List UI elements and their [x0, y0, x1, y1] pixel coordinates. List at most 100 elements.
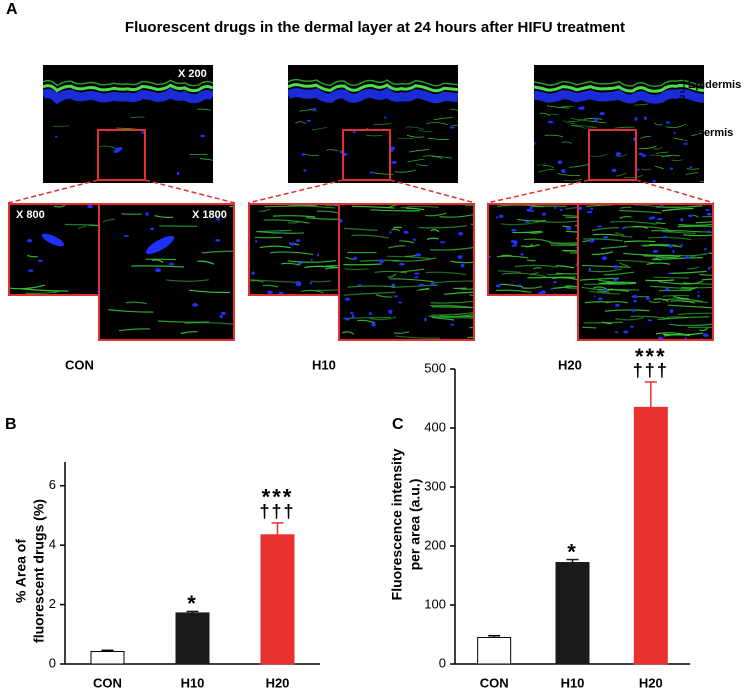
fiber	[514, 264, 558, 268]
nucleus	[547, 120, 554, 124]
fiber	[616, 234, 633, 238]
y-tick-label: 300	[424, 478, 446, 493]
fiber	[389, 278, 434, 283]
roi-box	[342, 129, 391, 181]
y-tick-label: 2	[49, 596, 56, 611]
tile-border	[98, 203, 235, 341]
nucleus	[306, 119, 311, 122]
nucleus	[593, 117, 598, 122]
fiber	[699, 327, 709, 332]
tile	[577, 203, 714, 341]
fiber	[431, 280, 475, 284]
fiber	[640, 243, 677, 247]
nucleus	[255, 240, 258, 243]
fiber	[671, 159, 684, 161]
nucleus	[192, 303, 198, 307]
nucleus	[344, 297, 351, 301]
tile-border	[338, 203, 475, 341]
fiber	[456, 120, 458, 122]
fiber	[324, 204, 340, 207]
nucleus	[590, 207, 594, 211]
fiber	[406, 134, 425, 138]
nucleus	[684, 336, 687, 340]
zoom-line	[247, 179, 344, 204]
fiber	[405, 126, 425, 130]
fiber	[310, 280, 332, 283]
fiber	[102, 218, 115, 223]
significance-mark: *	[187, 591, 198, 616]
nucleus	[580, 106, 585, 110]
fiber	[570, 125, 585, 128]
fiber	[374, 270, 408, 274]
nucleus	[309, 282, 312, 285]
nucleus	[615, 152, 622, 156]
fiber	[498, 270, 521, 273]
zoom-line	[7, 179, 99, 204]
nucleus	[638, 152, 644, 156]
y-axis-label: per area (a.u.)	[407, 479, 423, 571]
fiber	[343, 263, 382, 266]
fiber	[603, 271, 635, 276]
fiber	[566, 287, 579, 290]
fiber	[201, 250, 235, 254]
nucleus	[656, 218, 663, 221]
nucleus	[602, 288, 608, 291]
epidermis	[534, 83, 704, 93]
fiber	[189, 289, 230, 294]
fiber	[640, 135, 652, 139]
fiber	[197, 108, 212, 111]
fiber	[571, 117, 594, 122]
nucleus	[297, 262, 304, 265]
fiber	[553, 276, 576, 280]
fiber	[372, 172, 394, 175]
nucleus	[705, 209, 710, 212]
fiber	[699, 129, 704, 132]
nucleus	[145, 212, 149, 216]
fiber	[130, 116, 145, 119]
fiber	[681, 286, 714, 289]
fiber	[249, 279, 299, 284]
nucleus	[511, 244, 518, 247]
nucleus	[251, 271, 255, 275]
fiber	[259, 208, 271, 212]
nucleus	[391, 283, 396, 287]
fiber	[431, 316, 455, 321]
fiber	[431, 306, 473, 309]
fiber	[386, 255, 431, 260]
nucleus	[554, 206, 557, 210]
fiber	[125, 301, 148, 305]
nucleus	[141, 131, 145, 134]
nucleus	[596, 225, 603, 228]
nucleus	[669, 309, 674, 314]
fiber	[197, 260, 215, 265]
fiber	[400, 268, 425, 273]
fiber	[427, 137, 449, 140]
fiber	[579, 277, 619, 281]
fiber	[501, 272, 547, 278]
fiber	[375, 294, 393, 298]
nucleus	[645, 297, 650, 300]
fiber	[619, 210, 662, 214]
panel-label: A	[6, 1, 18, 18]
nucleus	[499, 214, 504, 218]
fiber	[630, 315, 670, 320]
panel-label: C	[392, 416, 404, 433]
nucleus	[634, 117, 638, 121]
fiber	[584, 126, 598, 129]
epidermis	[534, 79, 704, 88]
nucleus	[418, 283, 424, 286]
y-tick-label: 4	[49, 537, 56, 552]
nucleus	[520, 253, 524, 256]
nucleus	[495, 216, 499, 219]
fiber	[527, 276, 576, 279]
fiber	[264, 204, 317, 208]
fiber	[669, 323, 714, 327]
fiber	[108, 309, 154, 313]
fiber	[677, 225, 714, 228]
fiber	[651, 258, 661, 261]
bar	[175, 612, 210, 665]
nucleus	[621, 226, 626, 230]
nucleus	[672, 249, 675, 254]
fiber	[469, 294, 475, 296]
